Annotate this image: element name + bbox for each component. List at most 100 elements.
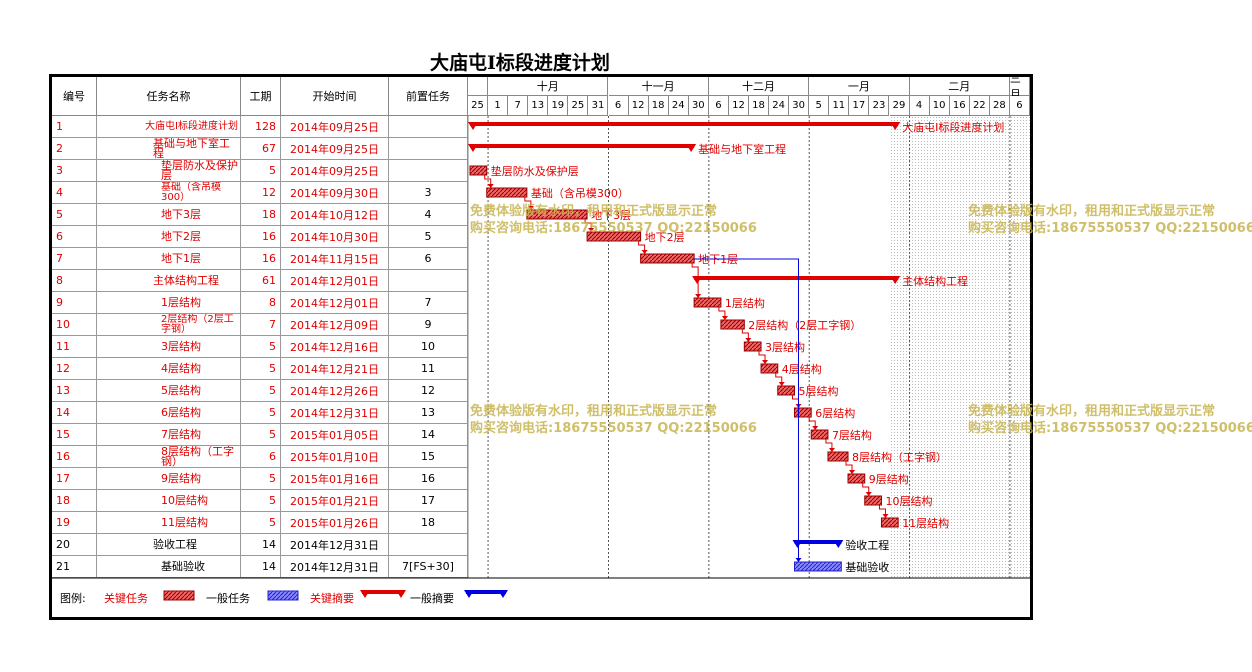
task-id: 4 <box>52 182 97 204</box>
column-header-id: 编号 <box>52 77 97 116</box>
task-name: 8层结构（工字钢） <box>97 446 241 468</box>
task-name: 7层结构 <box>97 424 241 446</box>
task-name: 9层结构 <box>97 468 241 490</box>
task-predecessor: 9 <box>389 314 468 336</box>
task-name: 4层结构 <box>97 358 241 380</box>
day-header: 13 <box>528 96 549 116</box>
task-predecessor: 18 <box>389 512 468 534</box>
task-predecessor: 16 <box>389 468 468 490</box>
task-predecessor <box>389 534 468 556</box>
task-start: 2014年11月15日 <box>281 248 389 270</box>
task-duration: 8 <box>241 292 281 314</box>
day-header: 29 <box>889 96 910 116</box>
day-header: 17 <box>849 96 870 116</box>
day-header: 30 <box>789 96 810 116</box>
task-duration: 5 <box>241 336 281 358</box>
day-header: 4 <box>909 96 930 116</box>
task-start: 2014年12月09日 <box>281 314 389 336</box>
day-header: 23 <box>869 96 890 116</box>
task-id: 14 <box>52 402 97 424</box>
day-header: 24 <box>769 96 790 116</box>
task-predecessor: 10 <box>389 336 468 358</box>
task-start: 2015年01月26日 <box>281 512 389 534</box>
task-predecessor: 11 <box>389 358 468 380</box>
day-header: 19 <box>548 96 569 116</box>
task-start: 2014年09月25日 <box>281 160 389 182</box>
task-id: 12 <box>52 358 97 380</box>
task-id: 10 <box>52 314 97 336</box>
task-id: 8 <box>52 270 97 292</box>
month-header-blank <box>468 77 489 96</box>
task-name: 2层结构（2层工字钢） <box>97 314 241 336</box>
task-id: 17 <box>52 468 97 490</box>
day-header: 25 <box>568 96 589 116</box>
task-start: 2014年12月21日 <box>281 358 389 380</box>
task-predecessor: 14 <box>389 424 468 446</box>
task-predecessor: 12 <box>389 380 468 402</box>
task-id: 18 <box>52 490 97 512</box>
task-start: 2014年09月25日 <box>281 138 389 160</box>
task-id: 3 <box>52 160 97 182</box>
task-name: 5层结构 <box>97 380 241 402</box>
task-name: 地下1层 <box>97 248 241 270</box>
task-duration: 61 <box>241 270 281 292</box>
day-header: 7 <box>508 96 529 116</box>
column-header-duration: 工期 <box>241 77 281 116</box>
day-header: 16 <box>949 96 970 116</box>
task-duration: 14 <box>241 534 281 556</box>
task-duration: 5 <box>241 160 281 182</box>
task-predecessor <box>389 138 468 160</box>
month-header: 一月 <box>809 77 910 96</box>
column-header-predecessor: 前置任务 <box>389 77 468 116</box>
legend-normal-task: 一般任务 <box>206 592 250 605</box>
day-header: 18 <box>749 96 770 116</box>
task-id: 7 <box>52 248 97 270</box>
task-start: 2014年10月12日 <box>281 204 389 226</box>
chart-frame <box>49 74 1033 620</box>
page-title: 大庙屯Ⅰ标段进度计划 <box>430 52 610 74</box>
column-header-start: 开始时间 <box>281 77 389 116</box>
task-start: 2014年12月16日 <box>281 336 389 358</box>
task-predecessor: 7[FS+30] <box>389 556 468 578</box>
task-name: 验收工程 <box>97 534 241 556</box>
day-header: 6 <box>608 96 629 116</box>
day-header: 6 <box>1009 96 1030 116</box>
task-name: 1层结构 <box>97 292 241 314</box>
day-header: 6 <box>708 96 729 116</box>
task-start: 2015年01月16日 <box>281 468 389 490</box>
day-header: 5 <box>809 96 830 116</box>
task-name: 11层结构 <box>97 512 241 534</box>
task-duration: 128 <box>241 116 281 138</box>
task-duration: 12 <box>241 182 281 204</box>
task-name: 6层结构 <box>97 402 241 424</box>
task-name: 10层结构 <box>97 490 241 512</box>
task-predecessor: 3 <box>389 182 468 204</box>
task-id: 16 <box>52 446 97 468</box>
task-predecessor <box>389 270 468 292</box>
month-header: 十一月 <box>608 77 709 96</box>
task-name: 大庙屯Ⅰ标段进度计划 <box>97 116 241 138</box>
gantt-grid: 编号 任务名称 工期 开始时间 前置任务 十月 十一月 十二月 一月 二月 三月 25 1 7 13 19 25… <box>52 72 1030 578</box>
legend-prefix: 图例: <box>60 592 86 605</box>
task-predecessor: 7 <box>389 292 468 314</box>
task-duration: 16 <box>241 226 281 248</box>
day-header: 11 <box>829 96 850 116</box>
column-header-name: 任务名称 <box>97 77 241 116</box>
task-id: 9 <box>52 292 97 314</box>
task-id: 21 <box>52 556 97 578</box>
task-duration: 5 <box>241 380 281 402</box>
month-header: 十月 <box>488 77 609 96</box>
month-header: 二月 <box>909 77 1010 96</box>
task-start: 2015年01月05日 <box>281 424 389 446</box>
month-header: 三月 <box>1009 72 1030 101</box>
task-name: 3层结构 <box>97 336 241 358</box>
task-id: 19 <box>52 512 97 534</box>
task-duration: 5 <box>241 468 281 490</box>
task-start: 2015年01月21日 <box>281 490 389 512</box>
task-predecessor: 4 <box>389 204 468 226</box>
task-id: 5 <box>52 204 97 226</box>
task-predecessor <box>389 116 468 138</box>
task-predecessor: 5 <box>389 226 468 248</box>
task-duration: 18 <box>241 204 281 226</box>
task-start: 2014年09月30日 <box>281 182 389 204</box>
